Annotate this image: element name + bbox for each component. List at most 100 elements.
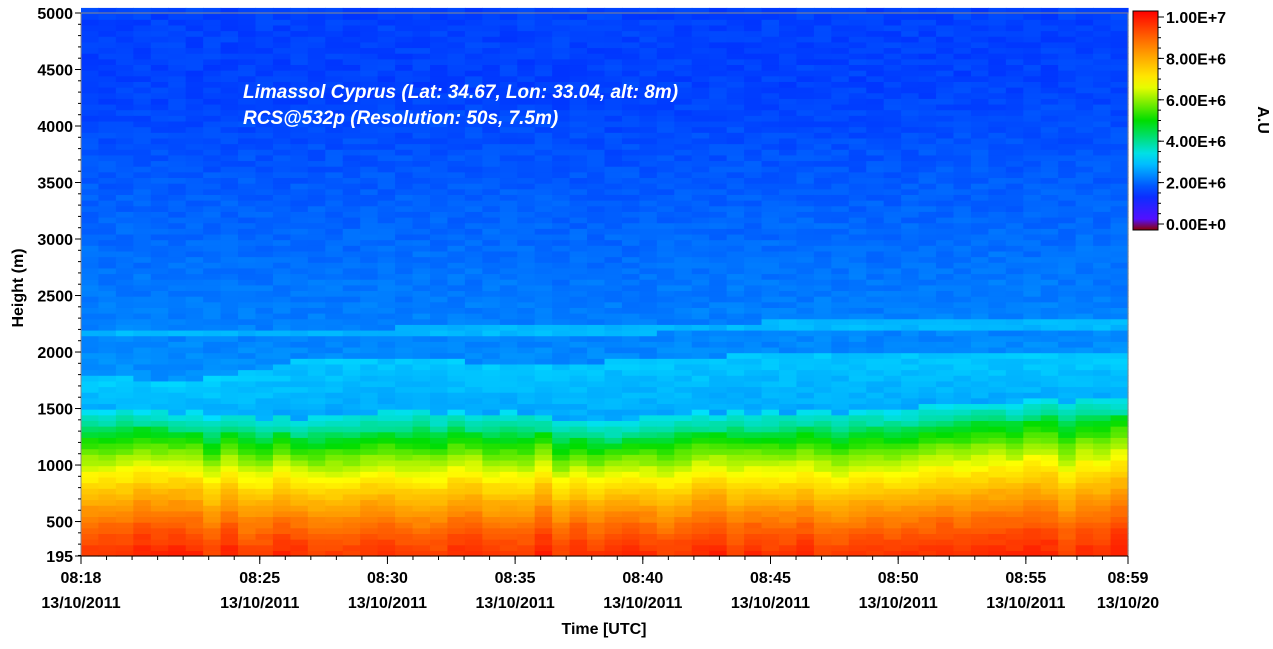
- heatmap-cell: [744, 493, 763, 501]
- heatmap-cell: [831, 36, 850, 43]
- heatmap-cell: [779, 380, 798, 388]
- heatmap-cell: [779, 98, 798, 105]
- heatmap-cell: [255, 36, 274, 43]
- heatmap-cell: [953, 245, 972, 252]
- heatmap-cell: [81, 482, 100, 489]
- heatmap-cell: [918, 24, 937, 32]
- heatmap-cell: [255, 200, 274, 207]
- heatmap-cell: [133, 437, 152, 444]
- heatmap-cell: [901, 250, 920, 258]
- heatmap-cell: [587, 329, 606, 337]
- heatmap-cell: [744, 205, 763, 212]
- heatmap-cell: [342, 126, 361, 133]
- heatmap-cell: [953, 109, 972, 116]
- heatmap-cell: [656, 397, 675, 405]
- heatmap-cell: [970, 352, 989, 359]
- heatmap-cell: [395, 250, 414, 258]
- heatmap-cell: [272, 386, 291, 393]
- heatmap-cell: [447, 409, 466, 416]
- heatmap-cell: [848, 301, 867, 308]
- heatmap-cell: [709, 115, 728, 122]
- heatmap-cell: [98, 177, 117, 184]
- heatmap-cell: [621, 188, 640, 195]
- heatmap-cell: [639, 346, 658, 354]
- heatmap-cell: [185, 143, 204, 150]
- heatmap-cell: [552, 228, 571, 235]
- heatmap-cell: [744, 550, 763, 557]
- heatmap-cell: [709, 7, 728, 15]
- heatmap-cell: [621, 409, 640, 416]
- heatmap-cell: [709, 346, 728, 354]
- heatmap-cell: [848, 103, 867, 111]
- heatmap-cell: [831, 228, 850, 235]
- heatmap-cell: [185, 109, 204, 116]
- heatmap-cell: [430, 358, 449, 365]
- heatmap-cell: [621, 527, 640, 534]
- heatmap-cell: [377, 13, 396, 20]
- heatmap-cell: [587, 279, 606, 286]
- heatmap-cell: [918, 454, 937, 461]
- heatmap-cell: [325, 267, 344, 275]
- heatmap-cell: [813, 499, 832, 506]
- heatmap-cell: [866, 53, 885, 60]
- heatmap-cell: [115, 550, 134, 557]
- heatmap-cell: [744, 476, 763, 484]
- heatmap-cell: [587, 516, 606, 523]
- heatmap-cell: [150, 482, 169, 489]
- heatmap-cell: [726, 149, 745, 156]
- heatmap-cell: [517, 369, 536, 376]
- heatmap-cell: [98, 166, 117, 173]
- heatmap-cell: [325, 346, 344, 354]
- heatmap-cell: [866, 437, 885, 444]
- heatmap-cell: [918, 177, 937, 184]
- heatmap-cell: [447, 476, 466, 484]
- heatmap-cell: [272, 132, 291, 139]
- heatmap-cell: [901, 30, 920, 37]
- heatmap-cell: [534, 363, 553, 371]
- heatmap-cell: [587, 109, 606, 116]
- heatmap-cell: [918, 166, 937, 173]
- heatmap-cell: [848, 205, 867, 212]
- heatmap-cell: [552, 87, 571, 94]
- heatmap-cell: [587, 250, 606, 258]
- heatmap-cell: [464, 437, 483, 444]
- heatmap-cell: [552, 98, 571, 105]
- heatmap-cell: [150, 403, 169, 410]
- heatmap-cell: [796, 544, 815, 551]
- heatmap-cell: [185, 544, 204, 551]
- heatmap-cell: [587, 194, 606, 201]
- heatmap-cell: [395, 98, 414, 105]
- heatmap-cell: [726, 70, 745, 77]
- heatmap-cell: [255, 137, 274, 145]
- heatmap-cell: [552, 403, 571, 410]
- heatmap-cell: [761, 132, 780, 139]
- heatmap-cell: [81, 7, 100, 15]
- heatmap-cell: [377, 516, 396, 523]
- heatmap-cell: [953, 301, 972, 308]
- heatmap-cell: [499, 245, 518, 252]
- heatmap-cell: [377, 375, 396, 382]
- heatmap-cell: [185, 499, 204, 506]
- heatmap-cell: [534, 313, 553, 320]
- heatmap-cell: [499, 24, 518, 32]
- heatmap-cell: [238, 149, 257, 156]
- heatmap-cell: [238, 505, 257, 512]
- heatmap-cell: [761, 41, 780, 49]
- heatmap-cell: [115, 149, 134, 156]
- heatmap-cell: [813, 64, 832, 71]
- heatmap-cell: [744, 115, 763, 122]
- heatmap-cell: [220, 64, 239, 71]
- heatmap-cell: [499, 70, 518, 77]
- heatmap-cell: [691, 324, 710, 331]
- heatmap-cell: [936, 454, 955, 461]
- heatmap-cell: [761, 154, 780, 162]
- heatmap-cell: [953, 471, 972, 478]
- heatmap-cell: [412, 64, 431, 71]
- heatmap-cell: [81, 448, 100, 455]
- heatmap-cell: [307, 13, 326, 20]
- heatmap-cell: [203, 459, 222, 467]
- heatmap-cell: [133, 380, 152, 388]
- heatmap-cell: [464, 522, 483, 529]
- heatmap-cell: [918, 154, 937, 162]
- heatmap-cell: [395, 335, 414, 342]
